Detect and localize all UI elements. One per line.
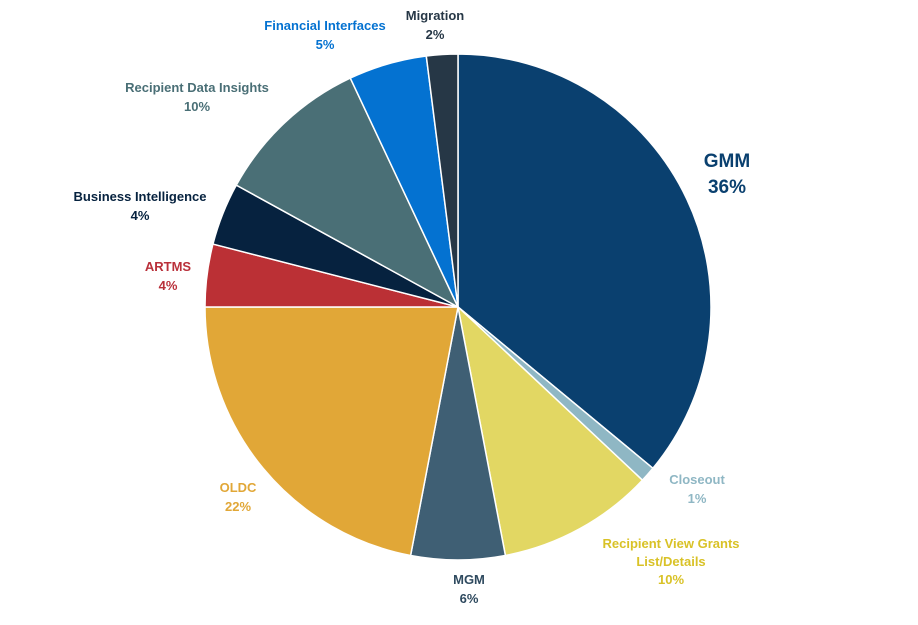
- pie-value-label: 36%: [708, 177, 746, 198]
- pie-category-label: Closeout: [669, 472, 725, 487]
- pie-label-recipient-data-insights: Recipient Data Insights 10%: [125, 80, 269, 114]
- pie-label-recipient-view-grants-list-details: Recipient View Grants List/Details 10%: [602, 536, 739, 587]
- pie-slices: [204, 53, 712, 561]
- pie-category-label: Recipient View Grants: [602, 536, 739, 551]
- pie-category-label: List/Details: [636, 554, 705, 569]
- pie-category-label: MGM: [453, 572, 485, 587]
- pie-value-label: 4%: [131, 208, 150, 223]
- pie-label-closeout: Closeout 1%: [669, 472, 725, 506]
- pie-slice-oldc: [204, 306, 459, 557]
- pie-value-label: 5%: [316, 37, 335, 52]
- pie-category-label: Recipient Data Insights: [125, 80, 269, 95]
- pie-slice-gmm: [457, 53, 712, 470]
- pie-category-label: ARTMS: [145, 259, 192, 274]
- pie-labels: GMM 36% Closeout 1% Recipient View Grants Lis…: [74, 8, 751, 606]
- pie-category-label: Financial Interfaces: [264, 18, 385, 33]
- pie-category-label: Migration: [406, 8, 465, 23]
- pie-value-label: 10%: [184, 99, 210, 114]
- pie-category-label: OLDC: [220, 480, 257, 495]
- pie-label-artms: ARTMS 4%: [145, 259, 192, 293]
- pie-label-migration: Migration 2%: [406, 8, 465, 42]
- pie-category-label: Business Intelligence: [74, 189, 207, 204]
- pie-label-oldc: OLDC 22%: [220, 480, 257, 514]
- pie-label-financial-interfaces: Financial Interfaces 5%: [264, 18, 385, 52]
- pie-value-label: 6%: [460, 591, 479, 606]
- pie-label-business-intelligence: Business Intelligence 4%: [74, 189, 207, 223]
- pie-category-label: GMM: [704, 151, 750, 172]
- pie-slice-recipient-view-grants-list-details: [457, 306, 644, 557]
- pie-slice-recipient-data-insights: [235, 77, 459, 308]
- pie-slice-migration: [425, 53, 459, 308]
- pie-value-label: 22%: [225, 499, 251, 514]
- pie-value-label: 4%: [159, 278, 178, 293]
- pie-label-mgm: MGM 6%: [453, 572, 485, 606]
- pie-value-label: 10%: [658, 572, 684, 587]
- pie-value-label: 2%: [426, 27, 445, 42]
- pie-value-label: 1%: [688, 491, 707, 506]
- pie-label-gmm: GMM 36%: [704, 151, 750, 198]
